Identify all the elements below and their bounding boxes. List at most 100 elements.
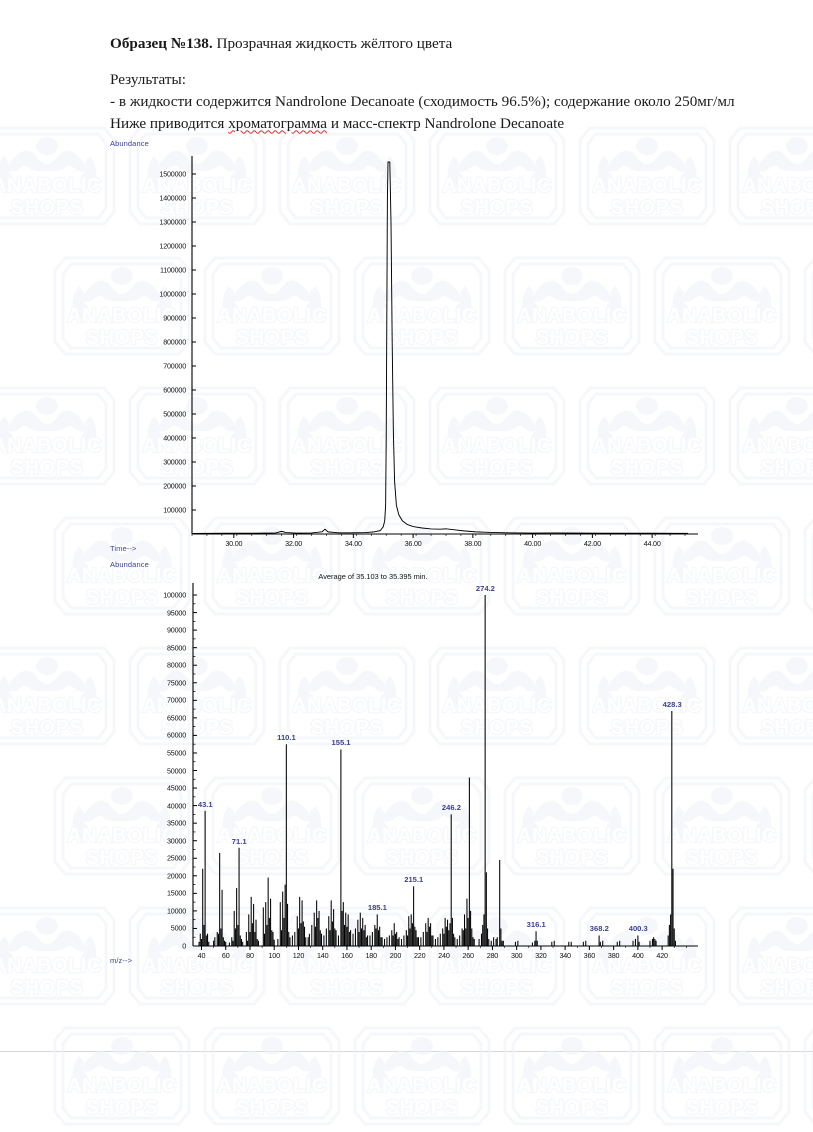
mass-spectrum-x-tick: 320 (535, 951, 547, 960)
chromatogram-y-tick: 1200000 (159, 241, 186, 251)
mass-spectrum-peak-label: 43.1 (197, 799, 213, 809)
below-note-suffix: и масс-спектр Nandrolone Decanoate (327, 115, 565, 133)
mass-spectrum-peak-label: 246.2 (441, 803, 461, 813)
mass-spectrum-y-tick: 0 (182, 941, 186, 951)
results-detail: - в жидкости содержится Nandrolone Decan… (110, 92, 735, 110)
svg-text:SHOPS: SHOPS (161, 977, 234, 999)
mass-spectrum-y-tick: 10000 (167, 906, 186, 916)
mass-spectrum-x-axis-label: m/z--> (110, 956, 133, 965)
mass-spectrum-y-tick: 85000 (167, 643, 186, 653)
mass-spectrum-y-tick: 65000 (167, 713, 186, 723)
mass-spectrum-x-tick: 60 (221, 951, 230, 960)
chromatogram-x-tick: 44.00 (643, 539, 661, 548)
chromatogram-y-tick: 1400000 (159, 193, 186, 203)
chromatogram-y-tick: 700000 (163, 361, 186, 371)
chromatogram-x-tick: 42.00 (583, 539, 601, 548)
svg-text:SHOPS: SHOPS (86, 1097, 159, 1119)
mass-spectrum-y-tick: 60000 (167, 730, 186, 740)
chromatogram-y-tick: 1500000 (159, 169, 186, 179)
mass-spectrum-peak-label: 110.1 (277, 733, 296, 743)
chromatogram-plot (191, 156, 698, 538)
mass-spectrum-x-tick: 220 (413, 951, 426, 960)
mass-spectrum-x-tick: 340 (559, 951, 571, 960)
mass-spectrum-peak-label: 274.2 (475, 584, 495, 594)
mass-spectrum-y-tick: 100000 (163, 590, 186, 600)
svg-text:ANABOLIC: ANABOLIC (367, 1075, 477, 1097)
mass-spectrum-x-tick: 240 (438, 951, 450, 960)
svg-text:SHOPS: SHOPS (611, 977, 684, 999)
chromatogram-y-tick: 1300000 (159, 217, 186, 227)
chromatogram-y-tick: 500000 (163, 409, 186, 419)
mass-spectrum-y-tick: 30000 (167, 836, 186, 846)
mass-spectrum-peak-label: 400.3 (628, 924, 648, 934)
mass-spectrum-plot (192, 583, 698, 950)
mass-spectrum-y-tick: 25000 (167, 853, 186, 863)
chromatogram-x-tick: 32.00 (285, 539, 303, 548)
chromatogram-x-tick: 36.00 (404, 539, 422, 548)
chromatogram-y-tick: 1000000 (159, 289, 186, 299)
mass-spectrum-x-tick: 380 (607, 951, 620, 960)
mass-spectrum-peak-label: 155.1 (331, 738, 351, 748)
svg-text:SHOPS: SHOPS (461, 977, 534, 999)
mass-spectrum-peak-label: 71.1 (231, 836, 247, 846)
mass-spectrum-y-tick: 35000 (167, 818, 186, 828)
misspelled-word: хроматограмма (228, 115, 328, 133)
sample-description: Прозрачная жидкость жёлтого цвета (212, 35, 453, 52)
chromatogram-x-tick: 34.00 (344, 539, 362, 548)
svg-text:ANABOLIC: ANABOLIC (217, 1075, 327, 1097)
svg-text:SHOPS: SHOPS (686, 1097, 759, 1119)
mass-spectrum-x-tick: 140 (317, 951, 329, 960)
chromatogram-x-tick: 40.00 (524, 539, 542, 548)
svg-text:SHOPS: SHOPS (311, 977, 384, 999)
mass-spectrum-y-tick: 5000 (170, 923, 186, 933)
chromatogram-chart: Abundance Time--> 1500000 1400000 1300000 1… (0, 139, 813, 560)
mass-spectrum-chart: Abundance m/z--> Average of 35.103 to 35… (0, 556, 813, 976)
svg-text:ANABOLIC: ANABOLIC (67, 1075, 177, 1097)
mass-spectrum-x-tick: 360 (583, 951, 596, 960)
sample-heading: Образец №138. Прозрачная жидкость жёлтог… (110, 34, 755, 54)
mass-spectrum-x-tick: 180 (365, 951, 377, 960)
document-page: ANABOLIC SHOPS ANABOLIC SHOPS ANABOLIC SHOPS A… (0, 34, 813, 1052)
mass-spectrum-peak-label: 215.1 (404, 875, 424, 885)
below-note-prefix: Ниже приводится (110, 115, 229, 133)
sample-number: Образец №138. (110, 35, 213, 52)
mass-spectrum-x-tick: 120 (292, 951, 305, 960)
chromatogram-y-tick: 900000 (163, 313, 186, 323)
mass-spectrum-y-tick: 80000 (167, 660, 186, 670)
chromatogram-y-tick: 800000 (163, 337, 186, 347)
chromatogram-y-tick: 300000 (163, 457, 186, 467)
svg-text:ANABOLIC: ANABOLIC (517, 1075, 627, 1097)
svg-text:SHOPS: SHOPS (761, 977, 813, 999)
mass-spectrum-peak-label: 428.3 (662, 699, 682, 709)
chromatogram-y-tick: 600000 (163, 385, 186, 395)
svg-text:ANABOLIC: ANABOLIC (667, 1075, 777, 1097)
mass-spectrum-y-tick: 90000 (167, 625, 186, 635)
mass-spectrum-y-tick: 75000 (167, 678, 186, 688)
report-text-block: Образец №138. Прозрачная жидкость жёлтог… (110, 34, 755, 134)
mass-spectrum-y-tick: 50000 (167, 766, 186, 775)
svg-text:SHOPS: SHOPS (236, 1097, 309, 1119)
mass-spectrum-y-tick: 95000 (167, 608, 186, 618)
svg-text:SHOPS: SHOPS (536, 1097, 609, 1119)
results-label: Результаты: (110, 70, 186, 88)
chromatogram-x-tick: 30.00 (225, 539, 243, 548)
mass-spectrum-y-tick: 45000 (167, 783, 186, 793)
mass-spectrum-x-tick: 300 (510, 951, 523, 960)
chromatogram-y-tick: 200000 (163, 481, 186, 491)
chromatogram-y-tick: 100000 (163, 505, 186, 515)
mass-spectrum-x-tick: 80 (246, 951, 254, 960)
below-note: Ниже приводится хроматограмма и масс-спе… (110, 114, 755, 134)
page-bottom-rule (0, 1051, 813, 1052)
chromatogram-y-tick: 400000 (163, 433, 186, 443)
mass-spectrum-x-tick: 200 (389, 951, 402, 960)
chromatogram-x-tick: 38.00 (464, 539, 482, 548)
mass-spectrum-peak-label: 185.1 (367, 903, 387, 913)
mass-spectrum-x-tick: 420 (656, 951, 668, 960)
mass-spectrum-y-tick: 70000 (167, 695, 186, 705)
mass-spectrum-peak-label: 316.1 (526, 920, 546, 930)
